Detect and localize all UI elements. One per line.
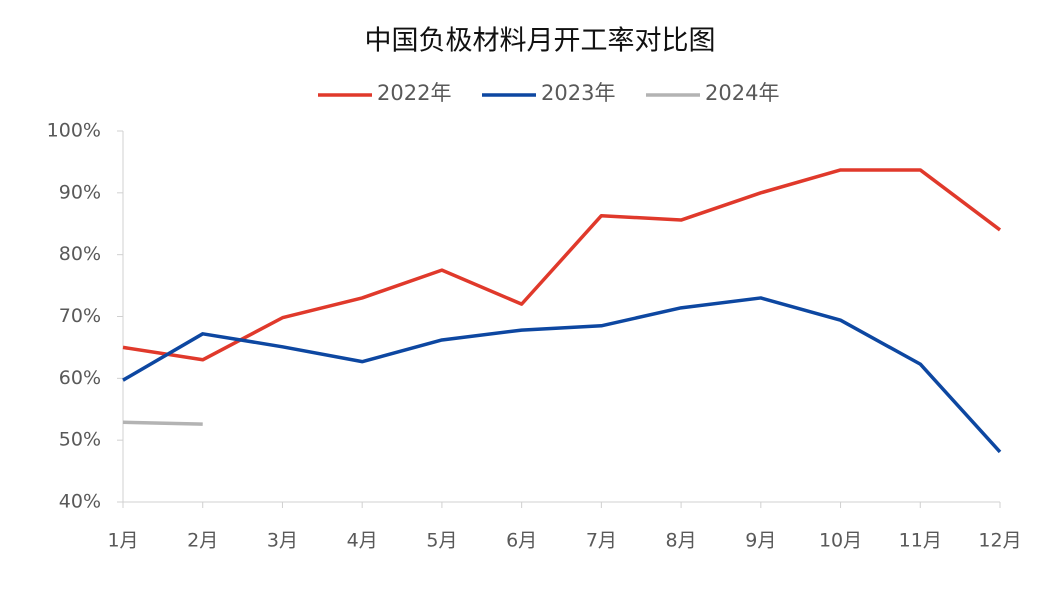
x-tick-label: 2月 — [187, 530, 218, 552]
legend-label: 2023年 — [541, 81, 615, 105]
y-tick-label: 100% — [47, 120, 101, 142]
x-tick-label: 8月 — [666, 530, 697, 552]
y-tick-label: 80% — [59, 243, 101, 265]
legend-label: 2024年 — [705, 81, 779, 105]
x-tick-label: 1月 — [107, 530, 138, 552]
y-tick-label: 70% — [59, 305, 101, 327]
x-tick-label: 4月 — [347, 530, 378, 552]
line-series — [122, 296, 1002, 454]
x-tick-label: 5月 — [426, 530, 457, 552]
x-tick-label: 10月 — [819, 530, 862, 552]
chart-title: 中国负极材料月开工率对比图 — [365, 26, 716, 57]
x-tick-label: 3月 — [267, 530, 298, 552]
y-tick-label: 90% — [59, 181, 101, 203]
line-series — [122, 420, 203, 426]
x-tick-label: 7月 — [586, 530, 617, 552]
x-tick-label: 11月 — [899, 530, 942, 552]
x-tick-label: 6月 — [506, 530, 537, 552]
line-series — [122, 168, 1002, 362]
y-tick-label: 40% — [59, 491, 101, 513]
x-tick-label: 9月 — [745, 530, 776, 552]
y-tick-label: 60% — [59, 367, 101, 389]
legend-label: 2022年 — [377, 81, 451, 105]
x-tick-label: 12月 — [978, 530, 1021, 552]
y-tick-label: 50% — [59, 429, 101, 451]
